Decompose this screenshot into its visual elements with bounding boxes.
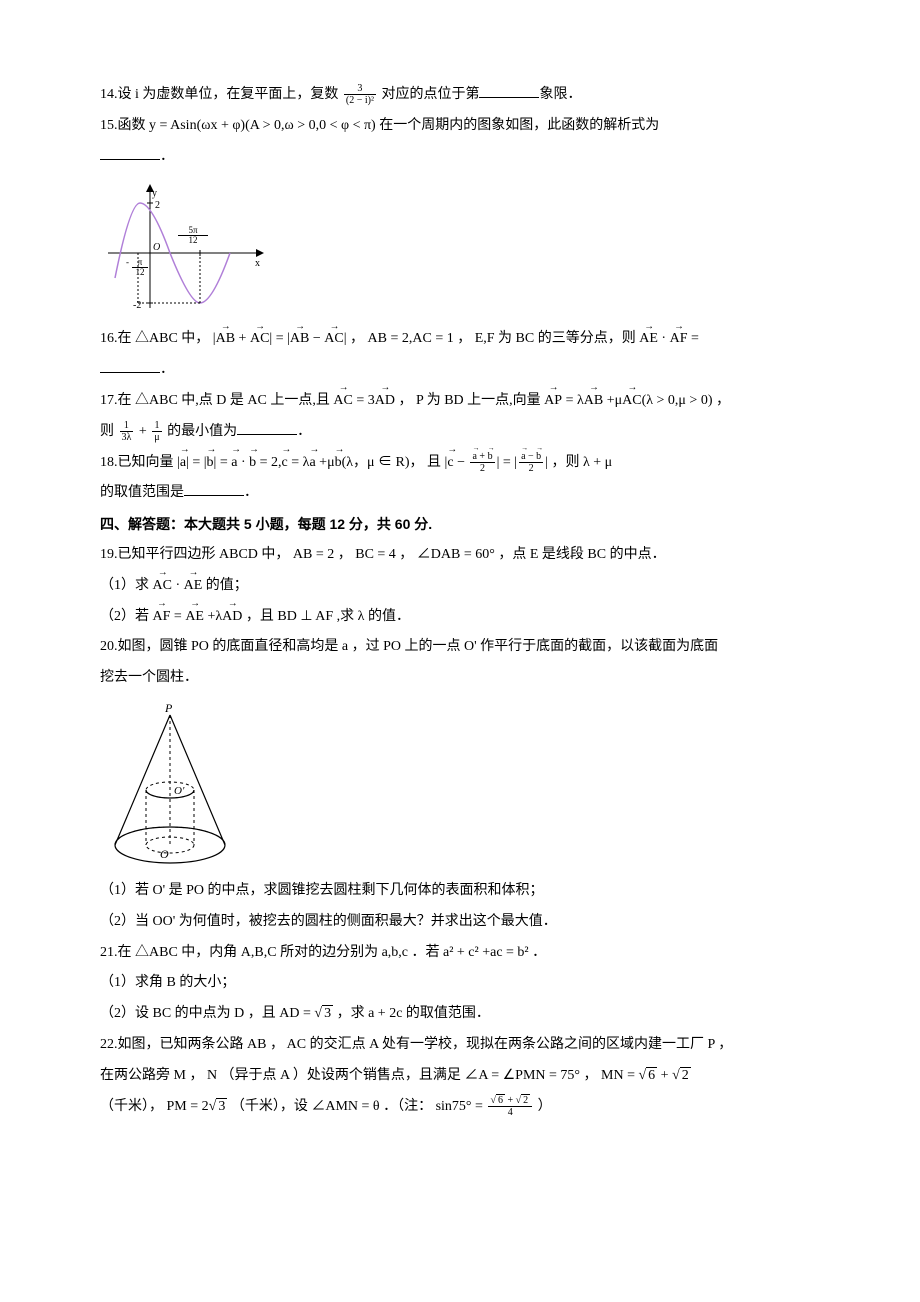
q15-text-a: 函数 y = Asin(ωx + φ)(A > 0,ω > 0,0 < φ < … xyxy=(118,118,660,133)
q17-num: 17. xyxy=(100,393,118,408)
blank-input[interactable] xyxy=(479,83,539,98)
q18-num: 18. xyxy=(100,455,118,470)
frac-sin75: 6 + 24 xyxy=(488,1094,532,1118)
q21-num: 21. xyxy=(100,945,118,960)
cone-label-oprime: O' xyxy=(174,785,185,797)
question-16: 16.在 △ABC 中， |AB + AC| = |AB − AC| ， AB … xyxy=(100,324,820,355)
q16-num: 16. xyxy=(100,331,118,346)
vec-b: b xyxy=(207,448,214,479)
section-4-title: 四、解答题：本大题共 5 小题，每题 12 分，共 60 分. xyxy=(100,509,820,540)
question-19-p2: （2）若 AF = AE +λAD ，且 BD ⊥ AF ,求 λ 的值． xyxy=(100,602,820,633)
vec-af: AF xyxy=(670,324,688,355)
question-18-line2: 的取值范围是． xyxy=(100,478,820,509)
graph-xpos-den: 12 xyxy=(178,236,208,245)
q22-num: 22. xyxy=(100,1037,118,1052)
vec-ad: AD xyxy=(375,386,395,417)
question-14: 14.设 i 为虚数单位，在复平面上，复数 3(2 − i)² 对应的点位于第 象… xyxy=(100,80,820,111)
q14-fraction: 3(2 − i)² xyxy=(344,83,376,106)
q14-text-b: 对应的点位于第 xyxy=(378,87,480,102)
vec-ad: AD xyxy=(222,602,242,633)
vec-ab: AB xyxy=(290,324,309,355)
vec-a: a xyxy=(309,448,315,479)
question-18: 18.已知向量 |a| = |b| = a · b = 2,c = λa +μb… xyxy=(100,448,820,479)
graph-label-x: x xyxy=(255,258,260,269)
blank-input[interactable] xyxy=(100,145,160,160)
question-22-line2: 在两公路旁 M ， N （异于点 A ）处设两个销售点，且满足 ∠A = ∠PM… xyxy=(100,1061,820,1092)
vec-ac: AC xyxy=(250,324,269,355)
q20-num: 20. xyxy=(100,639,118,654)
sqrt-icon xyxy=(672,1068,680,1083)
question-19-p1: （1）求 AC · AE 的值； xyxy=(100,571,820,602)
cone-label-p: P xyxy=(164,701,173,715)
graph-label-2: 2 xyxy=(155,200,160,211)
question-21: 21.在 △ABC 中，内角 A,B,C 所对的边分别为 a,b,c ．若 a²… xyxy=(100,938,820,969)
vec-af: AF xyxy=(153,602,171,633)
vec-ap: AP xyxy=(544,386,562,417)
q14-text-a: 设 i 为虚数单位，在复平面上，复数 xyxy=(118,87,342,102)
vec-c: c xyxy=(282,448,288,479)
sqrt-icon xyxy=(209,1099,217,1114)
blank-input[interactable] xyxy=(100,358,160,373)
vec-c: c xyxy=(447,448,453,479)
question-21-p1: （1）求角 B 的大小； xyxy=(100,968,820,999)
question-22-line3: （千米）， PM = 23 （千米），设 ∠AMN = θ ．（注： sin75… xyxy=(100,1092,820,1123)
blank-input[interactable] xyxy=(184,481,244,496)
vec-a: a xyxy=(231,448,237,479)
graph-label-y: y xyxy=(152,188,157,199)
vec-ac: AC xyxy=(622,386,641,417)
question-15: 15.函数 y = Asin(ωx + φ)(A > 0,ω > 0,0 < φ… xyxy=(100,111,820,142)
cone-diagram: P O' O xyxy=(100,700,240,870)
vec-ab: AB xyxy=(216,324,235,355)
vec-ac: AC xyxy=(324,324,343,355)
frac-aplusb-2: a + b2 xyxy=(470,451,494,474)
question-20: 20.如图，圆锥 PO 的底面直径和高均是 a ，过 PO 上的一点 O' 作平… xyxy=(100,632,820,663)
question-22: 22.如图，已知两条公路 AB ， AC 的交汇点 A 处有一学校，现拟在两条公… xyxy=(100,1030,820,1061)
graph-xneg-den: 12 xyxy=(132,268,148,277)
cone-label-o: O xyxy=(160,847,169,861)
question-21-p2: （2）设 BC 的中点为 D ，且 AD = 3 ，求 a + 2c 的取值范围… xyxy=(100,999,820,1030)
blank-input[interactable] xyxy=(237,420,297,435)
q14-text-c: 象限． xyxy=(539,87,581,102)
q19-num: 19. xyxy=(100,547,118,562)
vec-ac: AC xyxy=(333,386,352,417)
frac-1-3lambda: 13λ xyxy=(120,420,134,443)
vec-ab: AB xyxy=(584,386,603,417)
q15-num: 15. xyxy=(100,118,118,133)
question-19: 19.已知平行四边形 ABCD 中， AB = 2 ， BC = 4 ， ∠DA… xyxy=(100,540,820,571)
vec-b: b xyxy=(249,448,256,479)
vec-ae: AE xyxy=(639,324,658,355)
question-17: 17.在 △ABC 中,点 D 是 AC 上一点,且 AC = 3AD ， P … xyxy=(100,386,820,417)
graph-origin: O xyxy=(153,242,160,253)
vec-ae: AE xyxy=(185,602,204,633)
q14-num: 14. xyxy=(100,87,118,102)
vec-a: a xyxy=(180,448,186,479)
vec-b: b xyxy=(335,448,342,479)
frac-aminusb-2: a − b2 xyxy=(519,451,543,474)
question-20-p1: （1）若 O' 是 PO 的中点，求圆锥挖去圆柱剩下几何体的表面积和体积； xyxy=(100,876,820,907)
sqrt-icon xyxy=(638,1068,646,1083)
sqrt-icon xyxy=(314,1006,322,1021)
question-20-line2: 挖去一个圆柱． xyxy=(100,663,820,694)
question-15-blank: ． xyxy=(100,142,820,173)
q15-text-b: ． xyxy=(160,149,174,164)
sine-graph: 2 -2 y x O 5π 12 - π 12 xyxy=(100,178,270,318)
graph-label-neg2: -2 xyxy=(133,300,141,311)
question-16-blank: ． xyxy=(100,355,820,386)
frac-1-mu: 1μ xyxy=(152,420,161,443)
question-20-p2: （2）当 OO' 为何值时，被挖去的圆柱的侧面积最大？并求出这个最大值． xyxy=(100,907,820,938)
